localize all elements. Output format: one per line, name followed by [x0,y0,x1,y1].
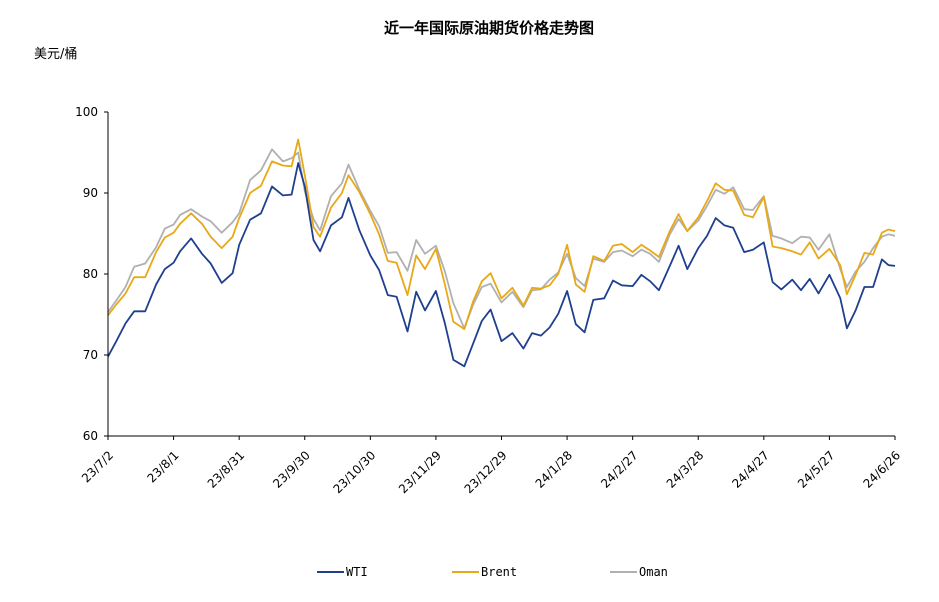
x-tick-label: 23/12/29 [462,448,510,496]
series-line-wti [107,162,896,368]
x-tick-label: 24/2/27 [598,448,641,491]
y-tick-label: 70 [83,348,98,362]
x-tick-label: 23/11/29 [396,448,444,496]
x-tick-label: 23/9/30 [270,448,313,491]
x-tick-label: 24/4/27 [729,448,772,491]
y-tick-label: 90 [83,186,98,200]
x-tick-label: 24/1/28 [533,448,576,491]
x-tick-label: 23/10/30 [330,448,378,496]
y-tick-label: 60 [83,429,98,443]
y-tick-label: 80 [83,267,98,281]
series-line-brent [107,138,896,331]
x-tick-label: 23/7/2 [79,448,116,485]
x-tick-label: 24/3/28 [664,448,707,491]
legend-label-wti: WTI [346,565,368,579]
y-tick-label: 100 [75,105,98,119]
legend-label-brent: Brent [481,565,517,579]
y-axis-ticks: 60 70 80 90 100 [75,105,108,443]
x-tick-label: 23/8/1 [144,448,181,485]
x-tick-label: 23/8/31 [205,448,248,491]
legend: WTI Brent Oman [317,565,668,579]
x-tick-label: 24/6/26 [861,448,904,491]
series-line-oman [107,148,896,330]
series-lines [107,138,896,368]
legend-label-oman: Oman [639,565,668,579]
chart-title: 近一年国际原油期货价格走势图 [384,19,594,37]
x-tick-label: 24/5/27 [795,448,838,491]
x-axis-ticks: 23/7/2 23/8/1 23/8/31 23/9/30 23/10/30 23/11/… [79,436,903,496]
y-axis-unit-label: 美元/桶 [34,47,77,62]
